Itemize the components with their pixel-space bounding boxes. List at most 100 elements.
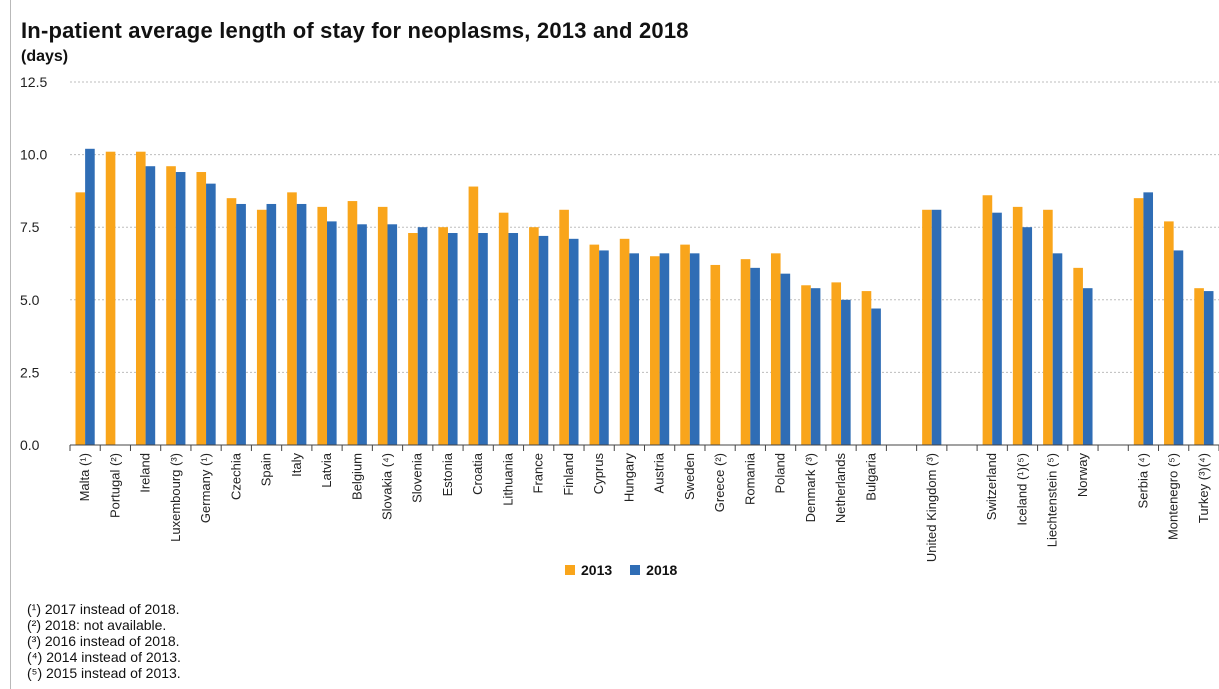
category-label: Austria — [652, 452, 667, 493]
category-label: Switzerland — [984, 453, 999, 520]
y-tick-label: 10.0 — [20, 147, 47, 163]
bar-2013 — [982, 195, 993, 445]
bar-2013 — [438, 227, 448, 445]
x-axis — [69, 444, 1219, 451]
bar-2018 — [1052, 253, 1063, 445]
bar-2013 — [861, 291, 872, 445]
bar-2018 — [387, 224, 398, 445]
bar-2013 — [1133, 198, 1144, 445]
bar-2013 — [166, 166, 176, 445]
bar-2013 — [710, 264, 721, 445]
category-label: Slovenia — [410, 452, 425, 503]
bar-2018 — [327, 221, 337, 445]
y-axis-ticks: 0.0 2.5 5.0 7.5 10.0 12.5 — [20, 74, 47, 453]
bar-2013 — [922, 209, 932, 445]
bar-2018 — [145, 166, 156, 445]
category-label: Estonia — [440, 452, 455, 496]
bar-2018 — [447, 233, 458, 445]
bar-2018 — [1203, 291, 1214, 445]
left-border-rule — [10, 0, 11, 689]
category-label: Sweden — [682, 453, 697, 500]
category-label: Lithuania — [500, 452, 515, 506]
category-label: Turkey (³)(⁴) — [1196, 453, 1211, 523]
bar-2013 — [740, 259, 751, 445]
bar-2018 — [780, 273, 791, 445]
bar-2018 — [417, 227, 428, 445]
bar-2013 — [468, 186, 479, 445]
bar-2018 — [659, 253, 670, 445]
category-label: Cyprus — [591, 453, 606, 495]
y-tick-label: 12.5 — [20, 74, 47, 90]
category-label: Latvia — [319, 452, 334, 487]
category-label: Germany (¹) — [198, 453, 213, 523]
bar-2013 — [770, 253, 781, 445]
bar-2013 — [75, 192, 86, 445]
category-label: Iceland (¹)(⁵) — [1014, 453, 1029, 526]
y-tick-label: 2.5 — [20, 364, 40, 380]
bar-2013 — [619, 238, 630, 445]
y-axis-unit-label: (days) — [21, 48, 69, 65]
bar-2018 — [266, 203, 277, 445]
legend-label-2018: 2018 — [646, 562, 678, 578]
bar-2018 — [236, 203, 246, 445]
category-label: Italy — [289, 453, 304, 477]
y-tick-label: 7.5 — [20, 219, 40, 235]
bars — [75, 148, 1214, 446]
bar-2013 — [226, 198, 237, 445]
bar-2013 — [1043, 209, 1053, 445]
legend-label-2013: 2013 — [581, 562, 613, 578]
bar-2018 — [206, 183, 216, 445]
legend-swatch-2018 — [630, 565, 641, 575]
bar-2018 — [992, 212, 1002, 445]
footnote-1: (¹) 2017 instead of 2018. — [27, 601, 180, 617]
bar-2013 — [589, 244, 600, 445]
bar-2013 — [196, 172, 207, 446]
bar-2013 — [498, 212, 509, 445]
bar-2013 — [1073, 267, 1083, 445]
category-label: Belgium — [349, 453, 364, 500]
bar-2013 — [287, 192, 297, 445]
category-label: Portugal (²) — [107, 453, 122, 518]
bar-2013 — [680, 244, 690, 445]
category-label: Luxembourg (³) — [168, 453, 183, 542]
category-label: Liechtenstein (⁵) — [1045, 453, 1060, 547]
y-tick-label: 5.0 — [20, 292, 40, 308]
bar-2013 — [650, 256, 660, 445]
category-label: Malta (¹) — [77, 453, 92, 501]
bar-2018 — [296, 203, 307, 445]
category-label: United Kingdom (³) — [924, 453, 939, 562]
category-label: Spain — [259, 453, 274, 486]
bar-2018 — [1143, 192, 1154, 445]
category-label: Finland — [561, 453, 576, 496]
bar-2018 — [1082, 288, 1093, 445]
category-label: Norway — [1075, 453, 1090, 498]
category-labels: Malta (¹) Portugal (²) Ireland Luxembourg (… — [77, 452, 1211, 562]
bar-2018 — [175, 172, 186, 446]
category-label: Greece (²) — [712, 453, 727, 512]
bar-2018 — [508, 233, 519, 445]
bar-2013 — [1012, 206, 1023, 445]
bar-2018 — [1173, 250, 1184, 445]
bar-2013 — [801, 285, 811, 445]
bar-2018 — [478, 233, 488, 445]
bar-2013 — [1194, 288, 1204, 445]
bar-2018 — [599, 250, 609, 445]
bar-2013 — [529, 227, 539, 445]
bar-2013 — [408, 233, 418, 445]
category-label: Poland — [773, 453, 788, 493]
category-label: Ireland — [138, 453, 153, 493]
bar-2018 — [689, 253, 700, 445]
category-label: France — [531, 453, 546, 493]
category-label: Croatia — [470, 452, 485, 495]
footnote-2: (²) 2018: not available. — [27, 617, 167, 633]
category-label: Slovakia (⁴) — [379, 453, 394, 520]
bar-2018 — [931, 209, 942, 445]
footnote-4: (⁴) 2014 instead of 2013. — [27, 649, 181, 665]
bar-2013 — [256, 209, 267, 445]
bar-2013 — [317, 206, 328, 445]
bar-2018 — [1022, 227, 1033, 445]
bar-2013 — [347, 201, 358, 445]
bar-2018 — [750, 267, 760, 445]
y-tick-label: 0.0 — [20, 437, 40, 453]
